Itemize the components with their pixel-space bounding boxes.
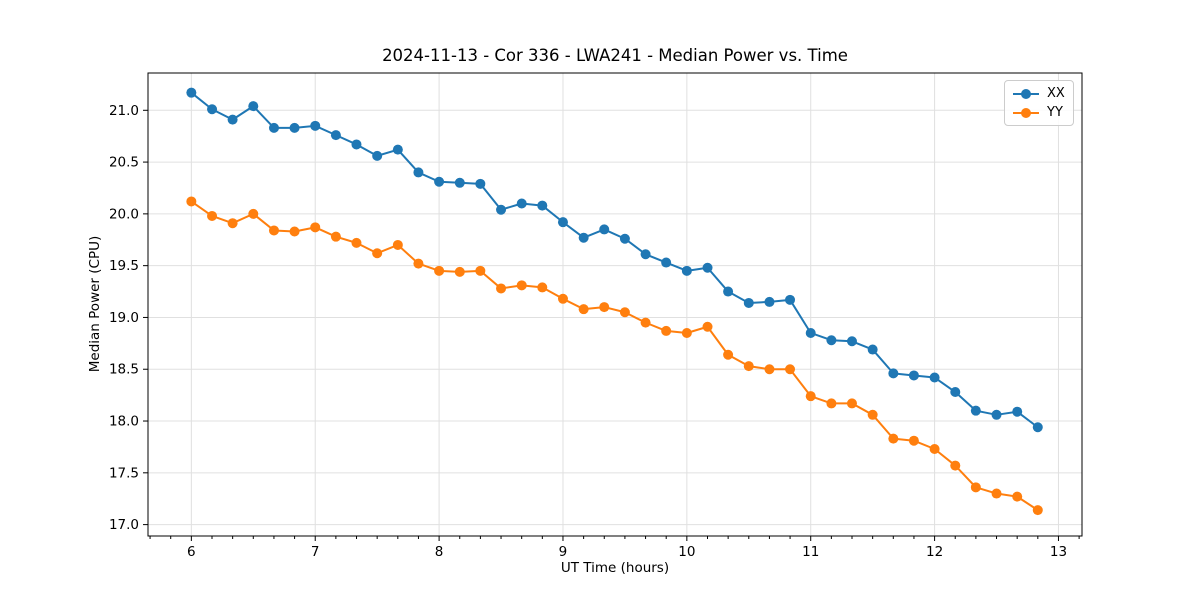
svg-text:12: 12 (926, 544, 943, 560)
svg-text:19.0: 19.0 (109, 310, 139, 326)
legend-label-xx: XX (1047, 86, 1065, 101)
svg-text:6: 6 (187, 544, 196, 560)
svg-text:17.0: 17.0 (109, 517, 139, 533)
svg-text:18.5: 18.5 (109, 362, 139, 378)
svg-text:18.0: 18.0 (109, 414, 139, 430)
svg-text:10: 10 (678, 544, 695, 560)
svg-text:9: 9 (559, 544, 568, 560)
svg-text:21.0: 21.0 (109, 103, 139, 119)
svg-text:17.5: 17.5 (109, 465, 139, 481)
legend: XX YY (1004, 80, 1074, 126)
svg-text:20.5: 20.5 (109, 155, 139, 171)
svg-text:19.5: 19.5 (109, 258, 139, 274)
y-axis-label: Median Power (CPU) (87, 235, 103, 373)
svg-text:20.0: 20.0 (109, 206, 139, 222)
svg-text:7: 7 (311, 544, 320, 560)
x-axis-label: UT Time (hours) (560, 560, 670, 576)
svg-text:8: 8 (435, 544, 444, 560)
legend-label-yy: YY (1047, 105, 1063, 120)
legend-line-marker-icon (1013, 107, 1039, 118)
legend-line-marker-icon (1013, 88, 1039, 99)
legend-item-xx: XX (1012, 85, 1067, 102)
svg-text:13: 13 (1050, 544, 1067, 560)
chart-title: 2024-11-13 - Cor 336 - LWA241 - Median P… (382, 46, 848, 65)
legend-item-yy: YY (1012, 104, 1067, 121)
svg-text:11: 11 (802, 544, 819, 560)
